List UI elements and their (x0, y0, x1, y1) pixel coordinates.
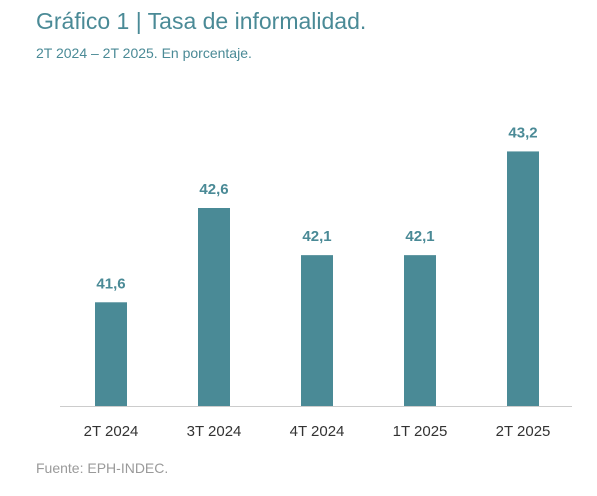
data-label: 41,6 (96, 275, 125, 292)
bar-4t-2024 (301, 255, 333, 406)
chart-title: Gráfico 1 | Tasa de informalidad. (36, 8, 367, 34)
data-label: 42,1 (405, 228, 434, 245)
data-label: 42,6 (199, 181, 228, 198)
chart-subtitle: 2T 2024 – 2T 2025. En porcentaje. (36, 45, 252, 61)
x-tick-label: 1T 2025 (393, 423, 448, 440)
bar-1t-2025 (404, 255, 436, 406)
x-tick-label: 4T 2024 (290, 423, 345, 440)
bar-2t-2024 (95, 302, 127, 406)
bar-2t-2025 (507, 151, 539, 406)
x-tick-label: 2T 2025 (496, 423, 551, 440)
bar-3t-2024 (198, 208, 230, 406)
data-label: 43,2 (508, 124, 537, 141)
source-note: Fuente: EPH-INDEC. (36, 460, 169, 476)
x-tick-label: 2T 2024 (84, 423, 139, 440)
x-tick-label: 3T 2024 (187, 423, 242, 440)
data-label: 42,1 (302, 228, 331, 245)
